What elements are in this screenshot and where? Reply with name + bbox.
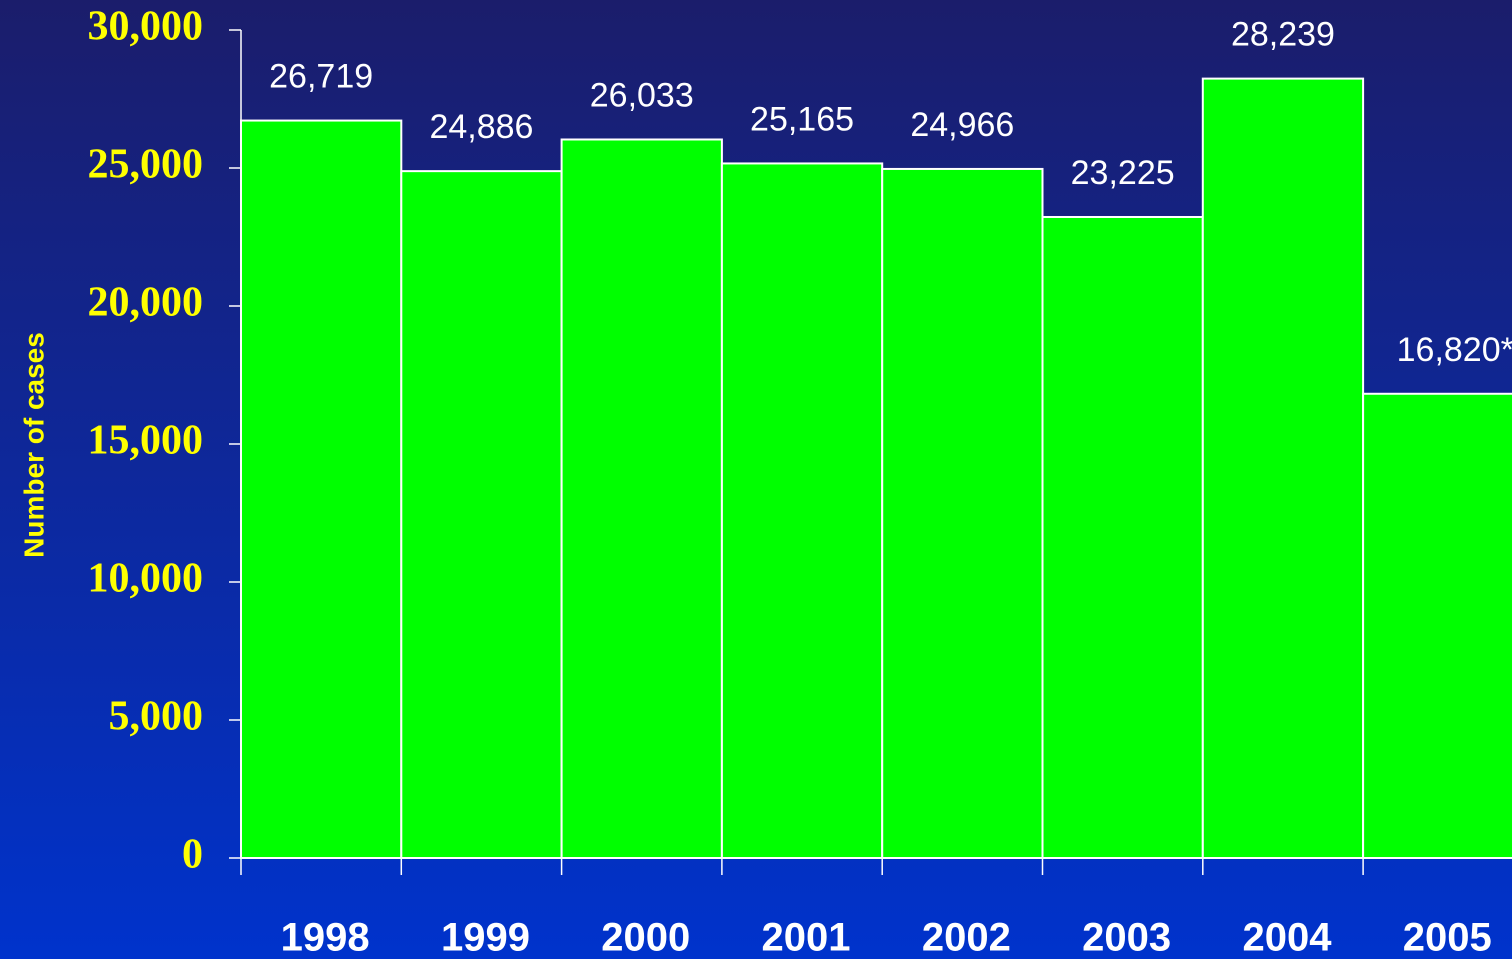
x-tick-label: 2003 xyxy=(1082,916,1171,959)
x-tick-label: 2005 xyxy=(1403,916,1492,959)
x-tick-label: 2001 xyxy=(762,916,851,959)
value-label: 26,719 xyxy=(269,58,373,96)
y-axis-label: Number of cases xyxy=(18,332,49,558)
value-label: 28,239 xyxy=(1231,16,1335,54)
value-label: 25,165 xyxy=(750,100,854,138)
y-tick-label: 25,000 xyxy=(88,142,204,188)
bar xyxy=(1362,392,1512,859)
bar xyxy=(560,138,723,859)
bar xyxy=(881,167,1044,859)
bar xyxy=(1201,77,1365,860)
y-tick-label: 5,000 xyxy=(109,694,204,740)
bar xyxy=(400,170,563,859)
x-tick-label: 1998 xyxy=(281,916,370,959)
y-tick-label: 30,000 xyxy=(88,4,204,50)
value-label: 24,886 xyxy=(429,108,533,146)
x-tick-label: 1999 xyxy=(441,916,530,959)
x-tick-label: 2002 xyxy=(922,916,1011,959)
y-tick-label: 20,000 xyxy=(88,280,204,326)
value-label: 26,033 xyxy=(590,76,694,114)
bar xyxy=(240,119,403,859)
value-label: 23,225 xyxy=(1071,154,1175,192)
y-tick-label: 10,000 xyxy=(88,556,204,602)
bar xyxy=(1041,215,1204,860)
bar xyxy=(720,162,884,860)
y-tick-label: 0 xyxy=(182,832,203,878)
x-tick-label: 2004 xyxy=(1242,916,1332,959)
value-label: 24,966 xyxy=(910,106,1014,144)
x-tick-label: 2000 xyxy=(601,916,690,959)
value-label: 16,820* xyxy=(1397,331,1512,369)
y-tick-label: 15,000 xyxy=(88,418,204,464)
